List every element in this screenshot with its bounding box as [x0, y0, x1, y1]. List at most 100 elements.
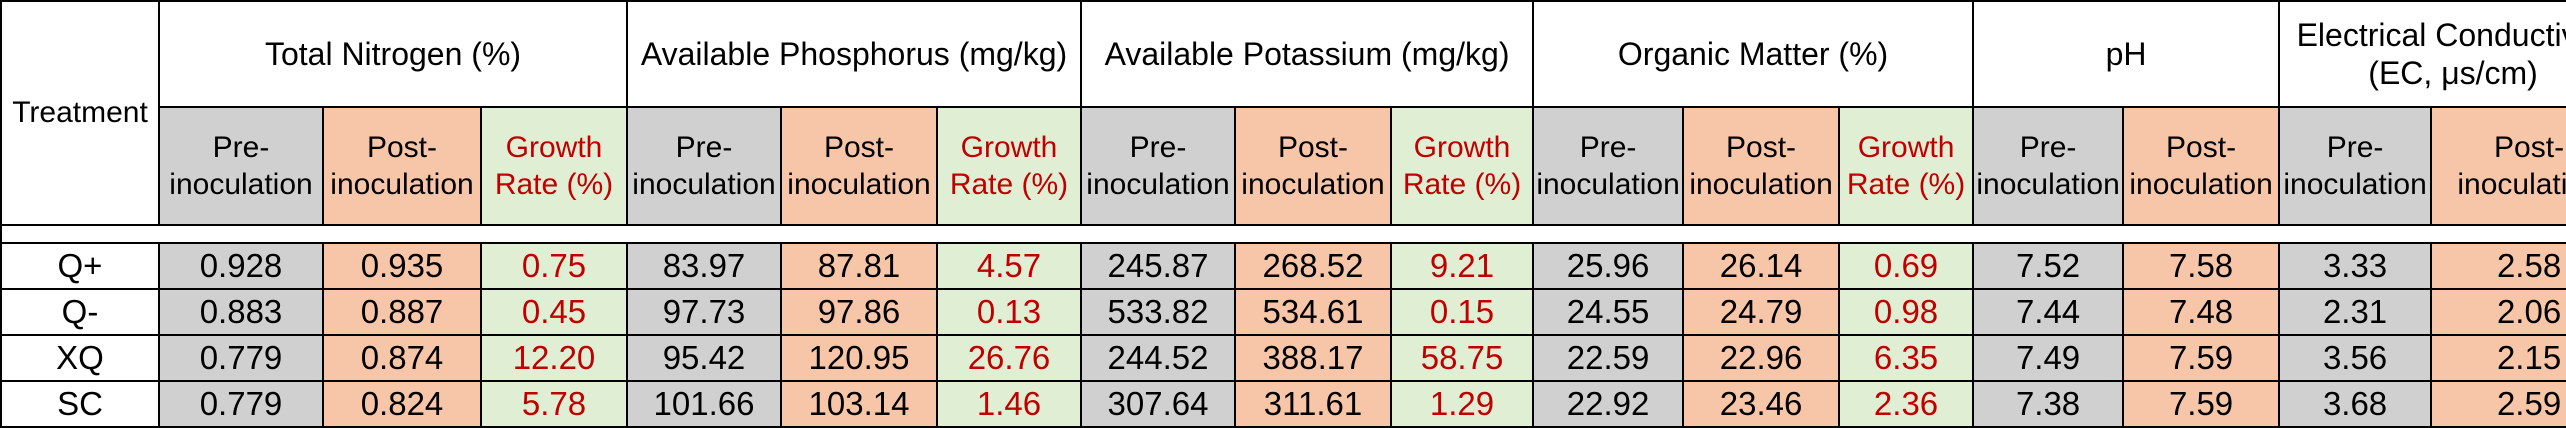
value-cell: 24.55: [1532, 288, 1685, 336]
value-cell: 533.82: [1080, 288, 1236, 336]
value-cell: 0.779: [158, 380, 324, 428]
table-row: XQ 0.779 0.874 12.20 95.42 120.95 26.76 244.52 3…: [0, 334, 2566, 382]
value-cell: 7.59: [2122, 380, 2281, 428]
value-cell: 7.49: [1972, 334, 2125, 382]
value-cell: 3.68: [2278, 380, 2433, 428]
value-cell: 311.61: [1234, 380, 1392, 428]
value-cell: 244.52: [1080, 334, 1236, 382]
value-cell: 2.06: [2430, 288, 2566, 336]
treatment-header: Treatment: [0, 0, 160, 226]
value-cell: 83.97: [626, 242, 782, 290]
value-cell: 2.15: [2430, 334, 2566, 382]
group-header-available-potassium: Available Potassium (mg/kg): [1079, 0, 1535, 108]
value-cell: 534.61: [1234, 288, 1392, 336]
value-cell: 101.66: [626, 380, 782, 428]
value-cell: 0.928: [158, 242, 324, 290]
value-cell: 120.95: [780, 334, 938, 382]
value-cell: 0.874: [322, 334, 482, 382]
treatment-cell: SC: [0, 380, 160, 428]
table-row: Q+ 0.928 0.935 0.75 83.97 87.81 4.57 245.87 268.…: [0, 242, 2566, 290]
value-cell: 7.58: [2122, 242, 2281, 290]
post-inoculation-header: Post-inoculation: [1682, 106, 1841, 226]
value-cell: 26.14: [1682, 242, 1841, 290]
value-cell: 0.779: [158, 334, 324, 382]
treatment-cell: XQ: [0, 334, 160, 382]
value-cell: 7.38: [1972, 380, 2125, 428]
value-cell: 87.81: [780, 242, 938, 290]
table-row: Q- 0.883 0.887 0.45 97.73 97.86 0.13 533.82 534.…: [0, 288, 2566, 336]
table-body: Q+ 0.928 0.935 0.75 83.97 87.81 4.57 245.87 268.…: [0, 224, 2566, 428]
value-cell: 2.31: [2278, 288, 2433, 336]
value-cell: 95.42: [626, 334, 782, 382]
group-header-organic-matter: Organic Matter (%): [1532, 0, 1975, 108]
value-cell: 6.35: [1838, 334, 1975, 382]
value-cell: 7.44: [1972, 288, 2125, 336]
post-inoculation-header: Post-inoculation: [780, 106, 938, 226]
value-cell: 7.52: [1972, 242, 2125, 290]
value-cell: 245.87: [1080, 242, 1236, 290]
value-cell: 0.824: [322, 380, 482, 428]
value-cell: 22.96: [1682, 334, 1841, 382]
growth-rate-header: Growth Rate (%): [936, 106, 1082, 226]
value-cell: 1.46: [936, 380, 1082, 428]
value-cell: 307.64: [1080, 380, 1236, 428]
value-cell: 9.21: [1389, 242, 1535, 290]
value-cell: 0.69: [1838, 242, 1975, 290]
value-cell: 2.59: [2430, 380, 2566, 428]
pre-inoculation-header: Pre-inoculation: [626, 106, 782, 226]
table-row: SC 0.779 0.824 5.78 101.66 103.14 1.46 307.64 31…: [0, 380, 2566, 428]
value-cell: 0.75: [480, 242, 628, 290]
value-cell: 12.20: [480, 334, 628, 382]
value-cell: 58.75: [1389, 334, 1535, 382]
value-cell: 0.98: [1838, 288, 1975, 336]
value-cell: 103.14: [780, 380, 938, 428]
value-cell: 5.78: [480, 380, 628, 428]
pre-inoculation-header: Pre-inoculation: [1532, 106, 1685, 226]
value-cell: 0.13: [936, 288, 1082, 336]
post-inoculation-header: Post-inoculation: [2430, 106, 2566, 226]
value-cell: 24.79: [1682, 288, 1841, 336]
value-cell: 4.57: [936, 242, 1082, 290]
growth-rate-header: Growth Rate (%): [1389, 106, 1535, 226]
value-cell: 0.887: [322, 288, 482, 336]
group-header-row: Treatment Total Nitrogen (%) Available P…: [0, 0, 2566, 226]
value-cell: 25.96: [1532, 242, 1685, 290]
value-cell: 0.45: [480, 288, 628, 336]
value-cell: 7.59: [2122, 334, 2281, 382]
sub-header-row: Pre-inoculation Post-inoculation Growth Ra…: [1, 106, 2566, 226]
value-cell: 97.73: [626, 288, 782, 336]
value-cell: 268.52: [1234, 242, 1392, 290]
group-header-ph: pH: [1972, 0, 2281, 108]
post-inoculation-header: Post-inoculation: [322, 106, 482, 226]
value-cell: 388.17: [1234, 334, 1392, 382]
pre-inoculation-header: Pre-inoculation: [2278, 106, 2433, 226]
value-cell: 2.58: [2430, 242, 2566, 290]
post-inoculation-header: Post-inoculation: [2122, 106, 2281, 226]
treatment-cell: Q-: [0, 288, 160, 336]
value-cell: 22.59: [1532, 334, 1685, 382]
value-cell: 3.56: [2278, 334, 2433, 382]
growth-rate-header: Growth Rate (%): [1838, 106, 1975, 226]
pre-inoculation-header: Pre-inoculation: [1080, 106, 1236, 226]
treatment-cell: Q+: [0, 242, 160, 290]
value-cell: 7.48: [2122, 288, 2281, 336]
value-cell: 0.15: [1389, 288, 1535, 336]
value-cell: 3.33: [2278, 242, 2433, 290]
group-header-electrical-conductivity: Electrical Conductivity (EC, μs/cm): [2278, 0, 2566, 108]
pre-inoculation-header: Pre-inoculation: [158, 106, 324, 226]
value-cell: 0.935: [322, 242, 482, 290]
value-cell: 26.76: [936, 334, 1082, 382]
spacer-row: [0, 224, 2566, 244]
value-cell: 22.92: [1532, 380, 1685, 428]
value-cell: 1.29: [1389, 380, 1535, 428]
group-header-total-nitrogen: Total Nitrogen (%): [158, 0, 628, 108]
value-cell: 97.86: [780, 288, 938, 336]
group-header-available-phosphorus: Available Phosphorus (mg/kg): [626, 0, 1082, 108]
value-cell: 2.36: [1838, 380, 1975, 428]
pre-inoculation-header: Pre-inoculation: [1972, 106, 2125, 226]
growth-rate-header: Growth Rate (%): [480, 106, 628, 226]
value-cell: 0.883: [158, 288, 324, 336]
value-cell: 23.46: [1682, 380, 1841, 428]
post-inoculation-header: Post-inoculation: [1234, 106, 1392, 226]
